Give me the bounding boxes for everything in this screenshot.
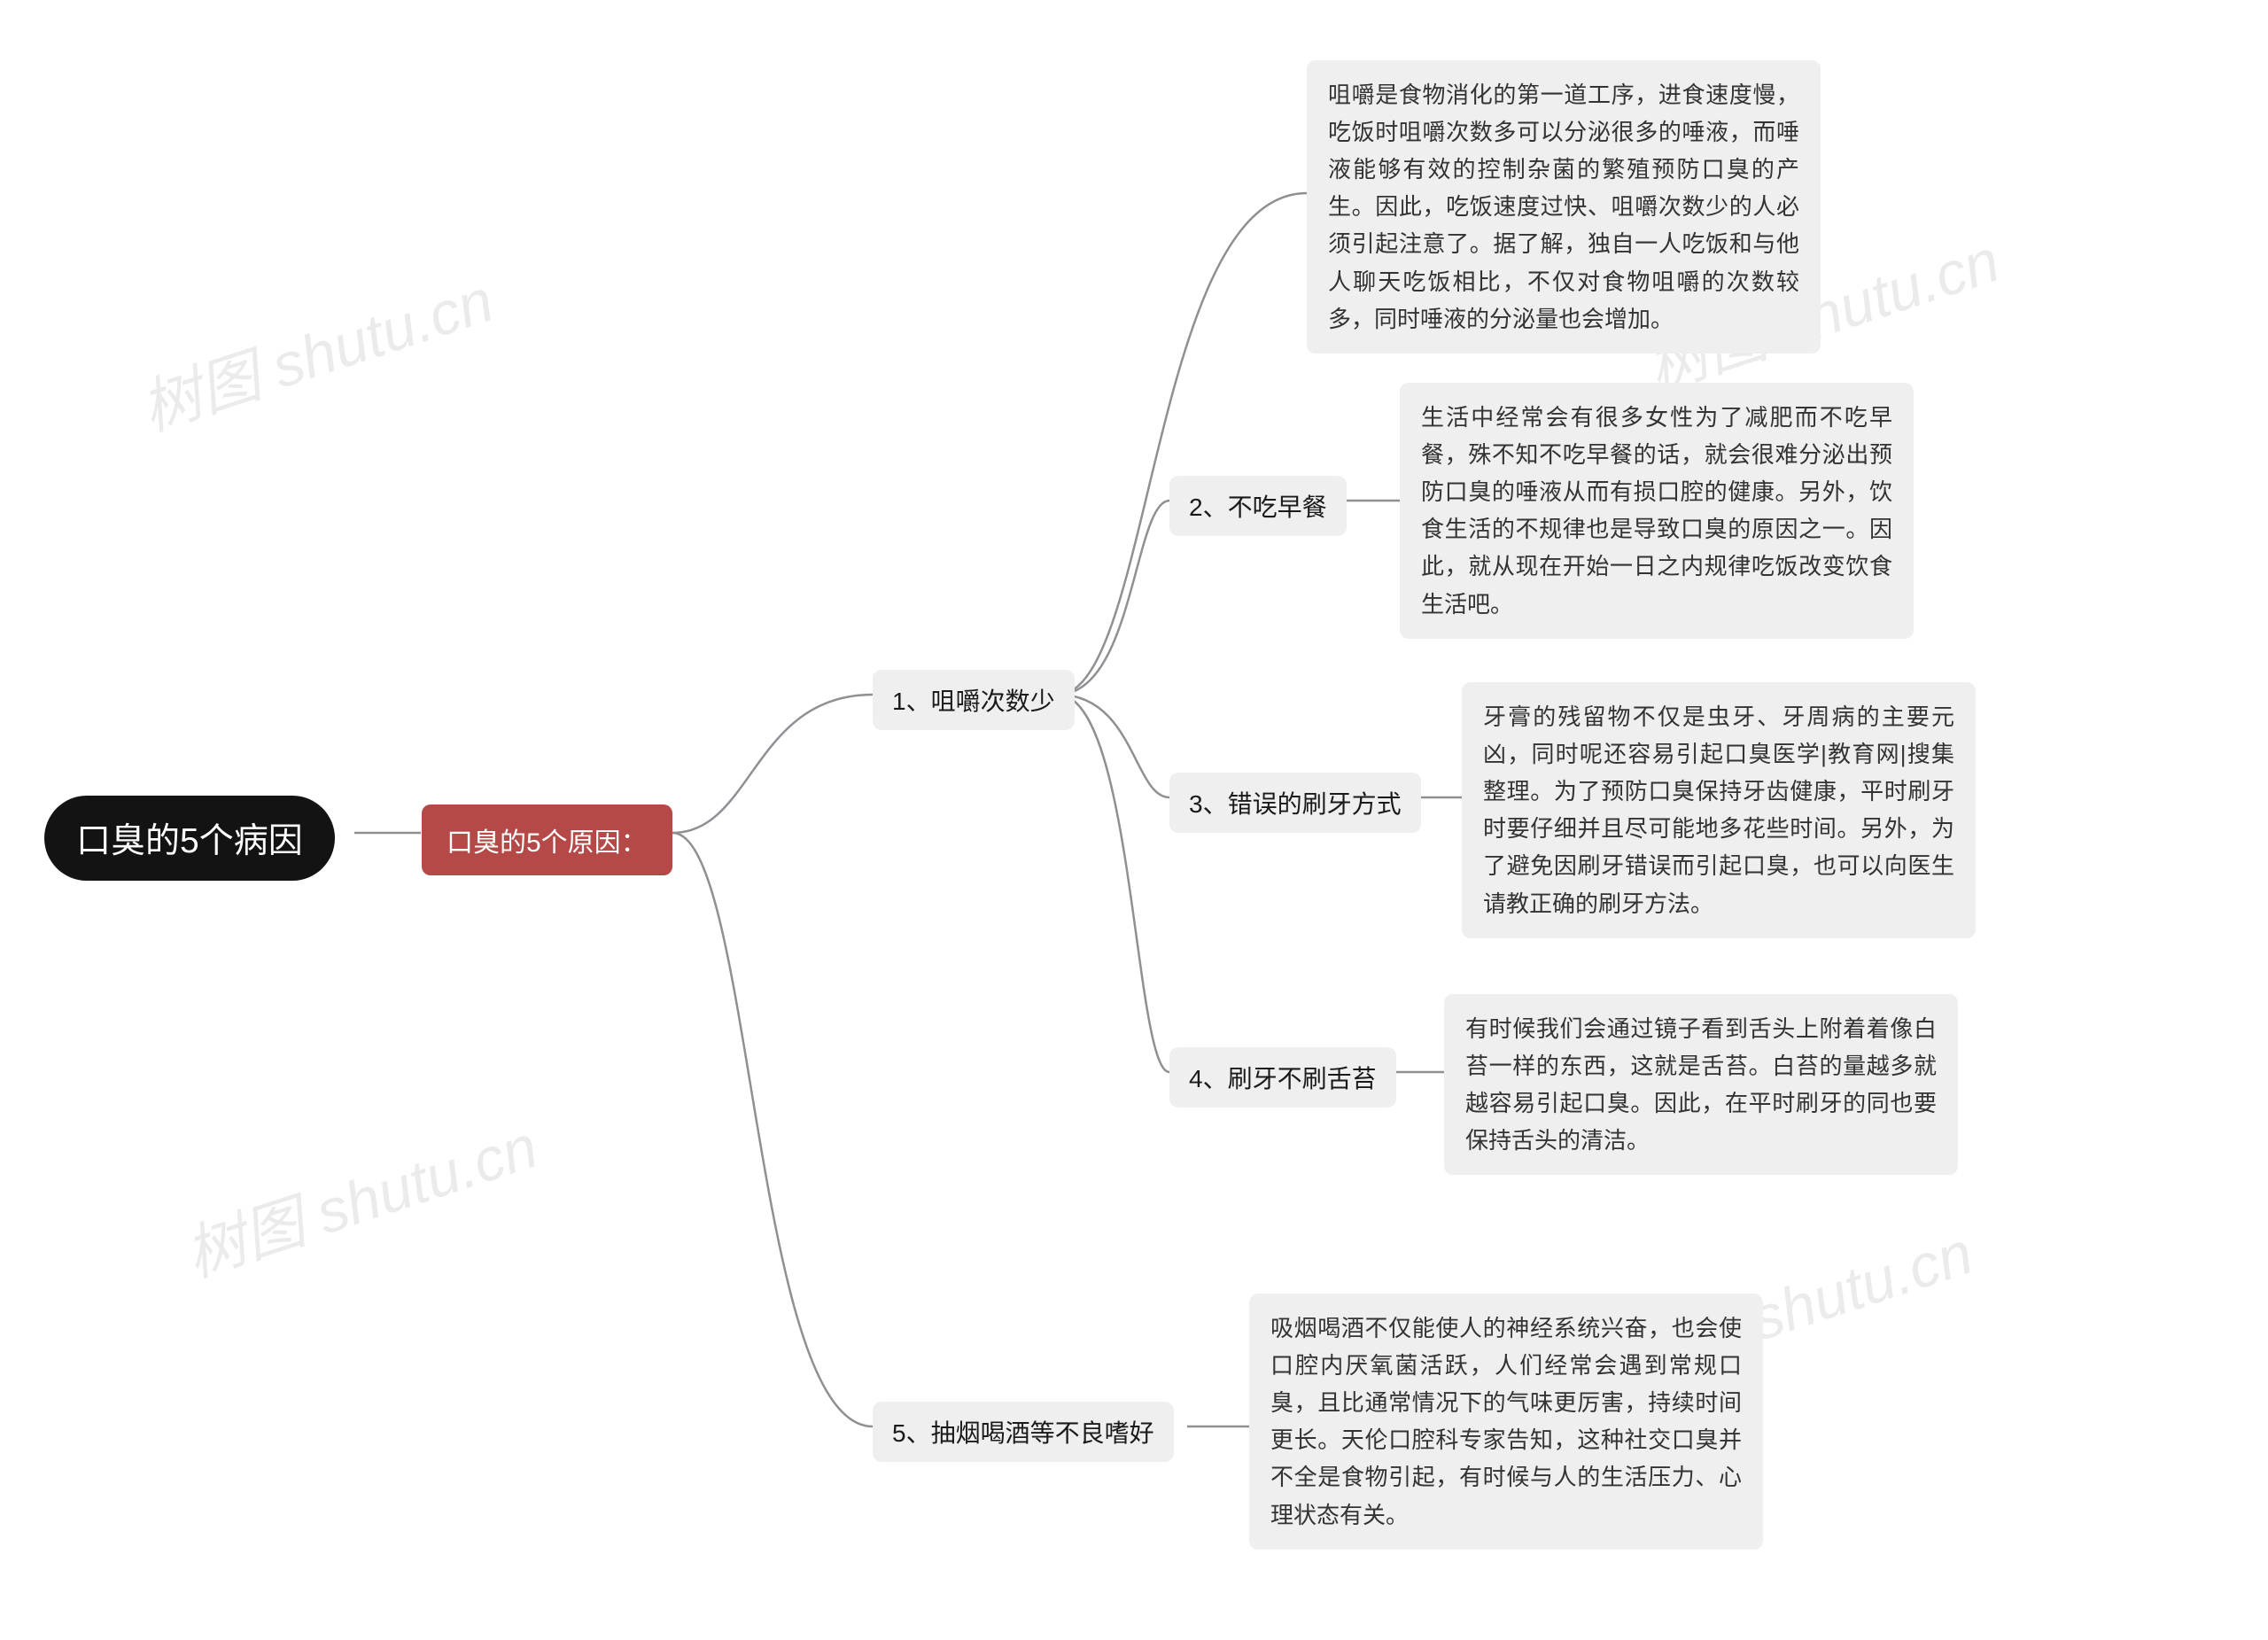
branch-label: 3、错误的刷牙方式 (1189, 790, 1402, 818)
branch-node[interactable]: 3、错误的刷牙方式 (1169, 773, 1421, 833)
branch-node[interactable]: 4、刷牙不刷舌苔 (1169, 1047, 1396, 1108)
root-node[interactable]: 口臭的5个病因 (44, 796, 335, 881)
leaf-node: 生活中经常会有很多女性为了减肥而不吃早餐，殊不知不吃早餐的话，就会很难分泌出预防… (1400, 383, 1914, 639)
watermark: 树图 shutu.cn (128, 252, 502, 447)
branch-label: 4、刷牙不刷舌苔 (1189, 1065, 1377, 1092)
leaf-text: 牙膏的残留物不仅是虫牙、牙周病的主要元凶，同时呢还容易引起口臭医学|教育网|搜集… (1483, 703, 1954, 917)
leaf-node: 吸烟喝酒不仅能使人的神经系统兴奋，也会使口腔内厌氧菌活跃，人们经常会遇到常规口臭… (1249, 1294, 1763, 1550)
leaf-text: 咀嚼是食物消化的第一道工序，进食速度慢，吃饭时咀嚼次数多可以分泌很多的唾液，而唾… (1328, 82, 1799, 332)
branch-label: 5、抽烟喝酒等不良嗜好 (892, 1419, 1154, 1447)
watermark: 树图 shutu.cn (173, 1098, 547, 1294)
level1-node[interactable]: 口臭的5个原因： (422, 804, 672, 875)
leaf-node: 牙膏的残留物不仅是虫牙、牙周病的主要元凶，同时呢还容易引起口臭医学|教育网|搜集… (1462, 682, 1976, 938)
root-label: 口臭的5个病因 (76, 822, 303, 860)
leaf-node: 有时候我们会通过镜子看到舌头上附着着像白苔一样的东西，这就是舌苔。白苔的量越多就… (1444, 994, 1958, 1175)
leaf-text: 生活中经常会有很多女性为了减肥而不吃早餐，殊不知不吃早餐的话，就会很难分泌出预防… (1421, 404, 1892, 618)
branch-label: 1、咀嚼次数少 (892, 688, 1055, 715)
branch-node[interactable]: 5、抽烟喝酒等不良嗜好 (873, 1402, 1174, 1462)
branch-node[interactable]: 2、不吃早餐 (1169, 476, 1347, 536)
leaf-node: 咀嚼是食物消化的第一道工序，进食速度慢，吃饭时咀嚼次数多可以分泌很多的唾液，而唾… (1307, 60, 1821, 354)
level1-label: 口臭的5个原因： (447, 828, 648, 858)
branch-node[interactable]: 1、咀嚼次数少 (873, 670, 1075, 730)
leaf-text: 吸烟喝酒不仅能使人的神经系统兴奋，也会使口腔内厌氧菌活跃，人们经常会遇到常规口臭… (1270, 1315, 1742, 1528)
leaf-text: 有时候我们会通过镜子看到舌头上附着着像白苔一样的东西，这就是舌苔。白苔的量越多就… (1465, 1015, 1937, 1154)
mindmap-canvas: 树图 shutu.cn 树图 shutu.cn 树图 shutu.cn 树图 s… (0, 0, 2268, 1640)
branch-label: 2、不吃早餐 (1189, 494, 1327, 521)
